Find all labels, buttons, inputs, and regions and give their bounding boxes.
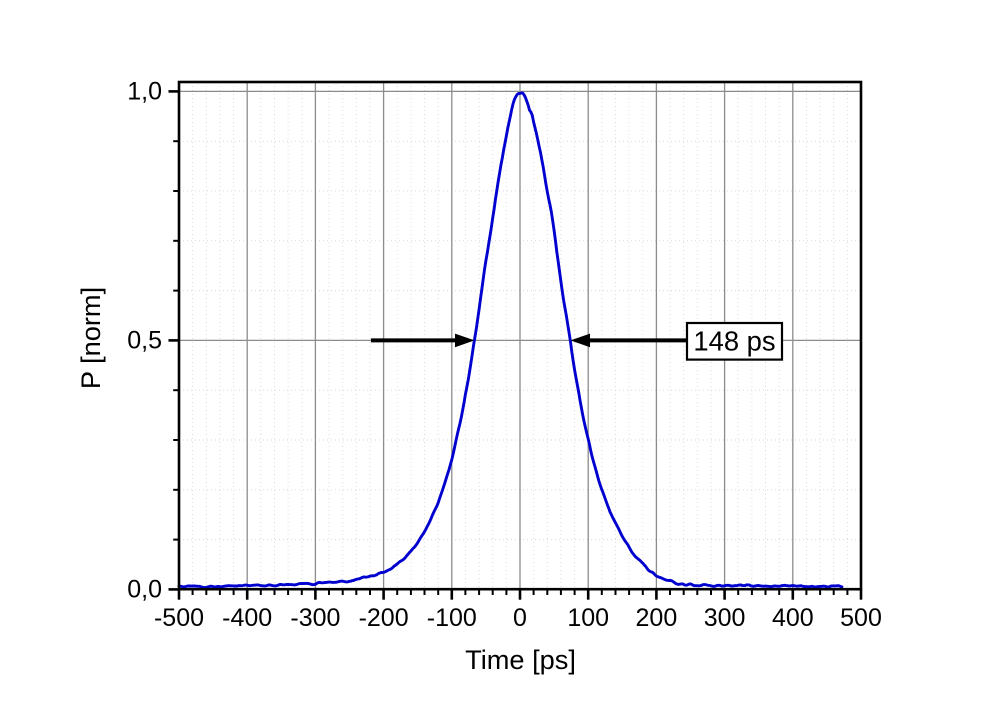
svg-text:-200: -200 — [359, 604, 409, 632]
svg-text:300: 300 — [704, 604, 746, 632]
svg-text:-500: -500 — [154, 604, 204, 632]
svg-text:-400: -400 — [222, 604, 272, 632]
svg-text:Time [ps]: Time [ps] — [465, 644, 576, 675]
svg-text:0: 0 — [513, 604, 527, 632]
svg-text:200: 200 — [636, 604, 678, 632]
svg-text:-300: -300 — [290, 604, 340, 632]
svg-text:P [norm]: P [norm] — [75, 287, 106, 389]
svg-text:500: 500 — [840, 604, 882, 632]
svg-text:100: 100 — [567, 604, 609, 632]
svg-text:148 ps: 148 ps — [693, 326, 775, 357]
svg-text:0,0: 0,0 — [127, 576, 162, 604]
svg-text:0,5: 0,5 — [127, 327, 162, 355]
svg-text:-100: -100 — [427, 604, 477, 632]
svg-text:1,0: 1,0 — [127, 78, 162, 106]
svg-text:400: 400 — [772, 604, 814, 632]
